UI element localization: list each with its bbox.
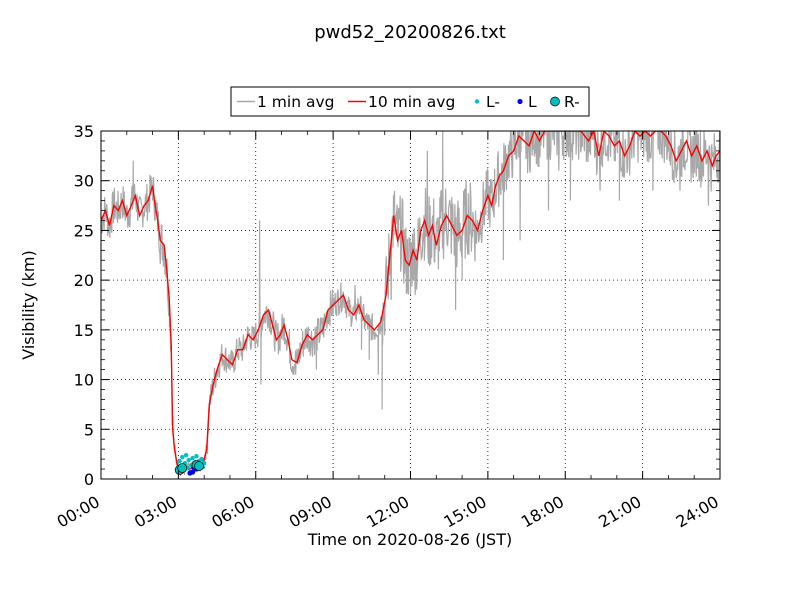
y-tick-label: 5 <box>84 420 94 439</box>
y-tick-label: 35 <box>74 122 94 141</box>
x-axis-label: Time on 2020-08-26 (JST) <box>307 530 512 549</box>
x-tick-label: 24:00 <box>673 492 722 532</box>
legend-label-10-min-avg: 10 min avg <box>368 93 455 111</box>
legend-label-1-min-avg: 1 min avg <box>257 93 334 111</box>
y-tick-label: 10 <box>74 371 94 390</box>
legend-label-r-minus: R- <box>564 93 580 111</box>
y-tick-label: 0 <box>84 470 94 489</box>
x-tick-label: 21:00 <box>595 492 644 532</box>
legend: 1 min avg 10 min avg L- L R- <box>230 86 590 117</box>
y-tick-label: 30 <box>74 172 94 191</box>
marker-r-minus <box>177 463 188 473</box>
marker-l-minus <box>194 453 199 459</box>
legend-label-l-minus: L- <box>486 93 500 111</box>
marker-l-minus <box>186 457 191 463</box>
marker-l <box>189 469 196 475</box>
legend-swatch-l-minus <box>474 99 480 104</box>
marker-l-minus <box>177 458 182 464</box>
marker-l-minus <box>190 455 195 461</box>
grid-lines <box>101 131 720 479</box>
y-tick-label: 20 <box>74 271 94 290</box>
series-line-1-min-avg <box>101 131 720 476</box>
marker-points <box>174 452 207 476</box>
y-tick-label: 25 <box>74 221 94 240</box>
x-tick-label: 18:00 <box>518 492 567 532</box>
marker-l-minus <box>199 456 204 462</box>
legend-label-l: L <box>528 93 537 111</box>
legend-swatch-r-minus <box>550 96 560 107</box>
y-axis-ticks: 0 5 10 15 20 25 30 35 <box>74 122 720 489</box>
marker-l-minus <box>183 452 189 458</box>
x-tick-label: 06:00 <box>208 492 257 532</box>
legend-swatch-l <box>517 98 523 105</box>
x-tick-label: 03:00 <box>131 492 180 532</box>
marker-r-minus <box>194 461 204 471</box>
marker-l-minus <box>180 454 185 460</box>
chart-title: pwd52_20200826.txt <box>314 22 506 43</box>
plot-area <box>101 131 720 476</box>
legend-box <box>230 86 590 117</box>
x-tick-label: 09:00 <box>286 492 335 532</box>
y-tick-label: 15 <box>74 321 94 340</box>
series-line-10-min-avg <box>101 131 720 471</box>
x-tick-label: 12:00 <box>363 492 412 532</box>
x-tick-label: 15:00 <box>440 492 489 532</box>
y-axis-label: Visibility (km) <box>19 250 38 359</box>
x-tick-label: 00:00 <box>54 492 103 532</box>
